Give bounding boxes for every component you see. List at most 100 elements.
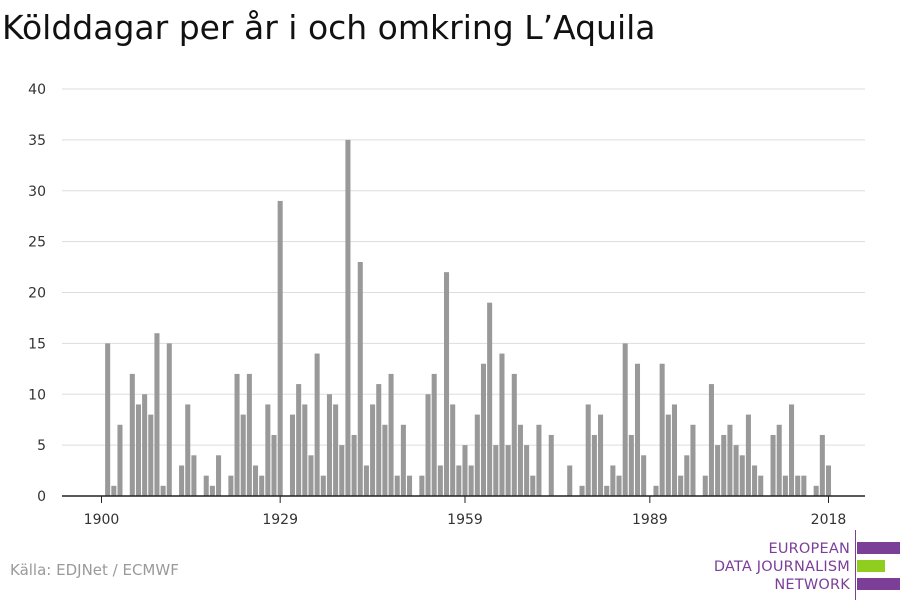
bar (370, 404, 376, 496)
bar (246, 373, 252, 496)
bar (622, 343, 628, 497)
bar (487, 302, 493, 496)
bar (216, 455, 222, 496)
y-tick-label: 40 (28, 82, 46, 98)
bar (634, 363, 641, 496)
bar (715, 445, 721, 497)
bar (228, 475, 234, 496)
bar (517, 424, 523, 496)
bar (505, 445, 511, 497)
bar (357, 261, 363, 496)
bar (203, 475, 209, 496)
bar (271, 434, 277, 496)
bar (690, 424, 696, 496)
bar (320, 475, 326, 496)
bar (456, 465, 462, 496)
bar-chart: 0 5 10 15 20 25 30 35 40 1900 1929 1959 1989 2018 (28, 82, 865, 528)
bar (752, 465, 758, 496)
bar (598, 414, 604, 496)
bar (296, 384, 302, 496)
bar (474, 414, 480, 496)
bar (653, 485, 659, 496)
bar (240, 414, 246, 496)
y-axis: 0 5 10 15 20 25 30 35 40 (28, 82, 46, 505)
bar (105, 343, 111, 497)
bar (825, 465, 832, 496)
bar (591, 434, 597, 496)
bar (419, 475, 425, 496)
logo-bar-3 (857, 578, 900, 590)
bar (443, 272, 450, 496)
bar (142, 394, 148, 496)
bar (579, 485, 585, 496)
bar (166, 343, 172, 497)
logo-bar-2 (857, 560, 885, 572)
bar (129, 373, 135, 496)
bar (641, 455, 647, 496)
bar (314, 353, 320, 496)
y-tick-label: 10 (28, 387, 46, 403)
bar (407, 475, 413, 496)
bar (148, 414, 154, 496)
bar (308, 455, 314, 496)
bar (499, 353, 505, 496)
bar (289, 414, 296, 496)
bar (536, 424, 542, 496)
bar (363, 465, 369, 496)
bar (721, 434, 727, 496)
bar (684, 455, 690, 496)
bar (234, 373, 240, 496)
bar (185, 404, 191, 496)
logo-line-1: EUROPEAN (768, 541, 850, 557)
y-tick-label: 20 (28, 286, 46, 302)
bar (758, 475, 764, 496)
bar (333, 404, 339, 496)
bar (819, 434, 825, 496)
source-note: Källa: EDJNet / ECMWF (10, 561, 179, 579)
bar (462, 445, 468, 497)
bar (511, 373, 517, 496)
bar (302, 404, 308, 496)
bar (450, 404, 456, 496)
bar (628, 434, 634, 496)
bar (745, 414, 751, 496)
y-tick-label: 25 (28, 235, 46, 251)
edjnet-logo: EUROPEAN DATA JOURNALISM NETWORK (700, 530, 900, 600)
bar (277, 200, 283, 496)
bar (259, 475, 265, 496)
y-tick-label: 15 (28, 336, 46, 352)
bar (326, 394, 332, 496)
bar (801, 475, 807, 496)
chart-title: Kölddagar per år i och omkring L’Aquila (2, 8, 656, 47)
bar (567, 465, 573, 496)
bar (160, 485, 166, 496)
logo-line-3: NETWORK (774, 577, 850, 593)
bar (708, 384, 714, 496)
bar (733, 445, 739, 497)
bar (480, 363, 487, 496)
logo-rule (855, 530, 856, 600)
bar (548, 434, 554, 496)
bar (265, 404, 271, 496)
bar (191, 455, 197, 496)
bar (382, 424, 388, 496)
x-tick-label: 1900 (84, 512, 120, 528)
bar (351, 434, 357, 496)
bar (727, 424, 733, 496)
bar (665, 414, 671, 496)
bar (339, 445, 345, 497)
bar (253, 465, 259, 496)
bar (425, 394, 431, 496)
y-tick-label: 35 (28, 133, 46, 149)
bar (468, 465, 474, 496)
bar (702, 475, 708, 496)
bar (678, 475, 684, 496)
bar (789, 404, 795, 496)
bar (782, 475, 788, 496)
bar (530, 475, 536, 496)
y-tick-label: 0 (37, 489, 46, 505)
x-axis: 1900 1929 1959 1989 2018 (62, 495, 865, 528)
bar (135, 404, 141, 496)
bar (610, 465, 616, 496)
bar (345, 139, 351, 497)
